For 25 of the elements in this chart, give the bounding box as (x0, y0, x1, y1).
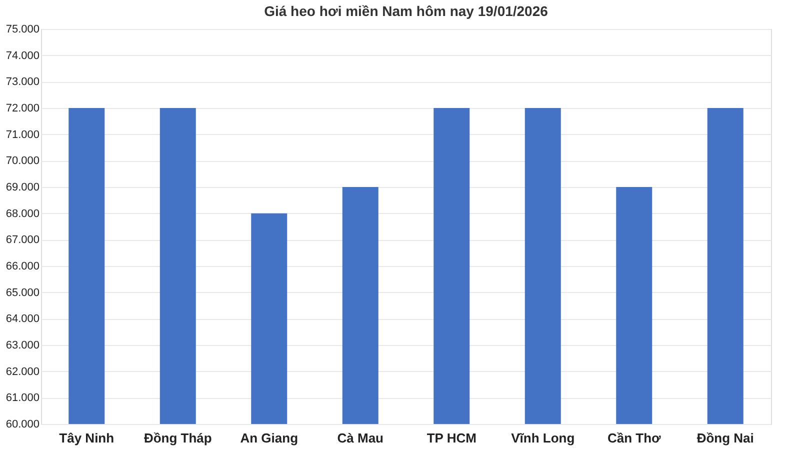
x-tick-label: Đồng Nai (696, 430, 754, 446)
x-tick-label: Vĩnh Long (511, 430, 575, 446)
y-tick-label: 73.000 (6, 76, 40, 88)
x-tick-label: Đồng Tháp (144, 430, 212, 446)
x-tick-label: Cần Thơ (607, 430, 662, 446)
y-tick-label: 72.000 (6, 102, 40, 114)
chart-title: Giá heo hơi miền Nam hôm nay 19/01/2026 (264, 3, 548, 19)
y-tick-label: 71.000 (6, 128, 40, 141)
y-tick-label: 60.000 (6, 418, 40, 430)
y-tick-label: 67.000 (6, 234, 40, 246)
x-tick-label: TP HCM (426, 430, 476, 446)
y-tick-label: 68.000 (6, 208, 40, 220)
y-tick-label: 63.000 (6, 340, 40, 352)
y-tick-label: 61.000 (6, 392, 40, 404)
y-tick-label: 65.000 (6, 286, 40, 299)
x-tick-label: An Giang (240, 430, 298, 446)
x-tick-label: Tây Ninh (59, 430, 114, 446)
y-tick-label: 74.000 (6, 50, 40, 62)
y-tick-label: 70.000 (6, 155, 40, 168)
y-tick-label: 66.000 (6, 260, 40, 272)
y-tick-label: 64.000 (6, 313, 40, 326)
y-tick-label: 62.000 (6, 366, 40, 378)
y-tick-label: 75.000 (6, 24, 40, 36)
y-tick-label: 69.000 (6, 182, 40, 194)
x-tick-label: Cà Mau (337, 430, 384, 446)
